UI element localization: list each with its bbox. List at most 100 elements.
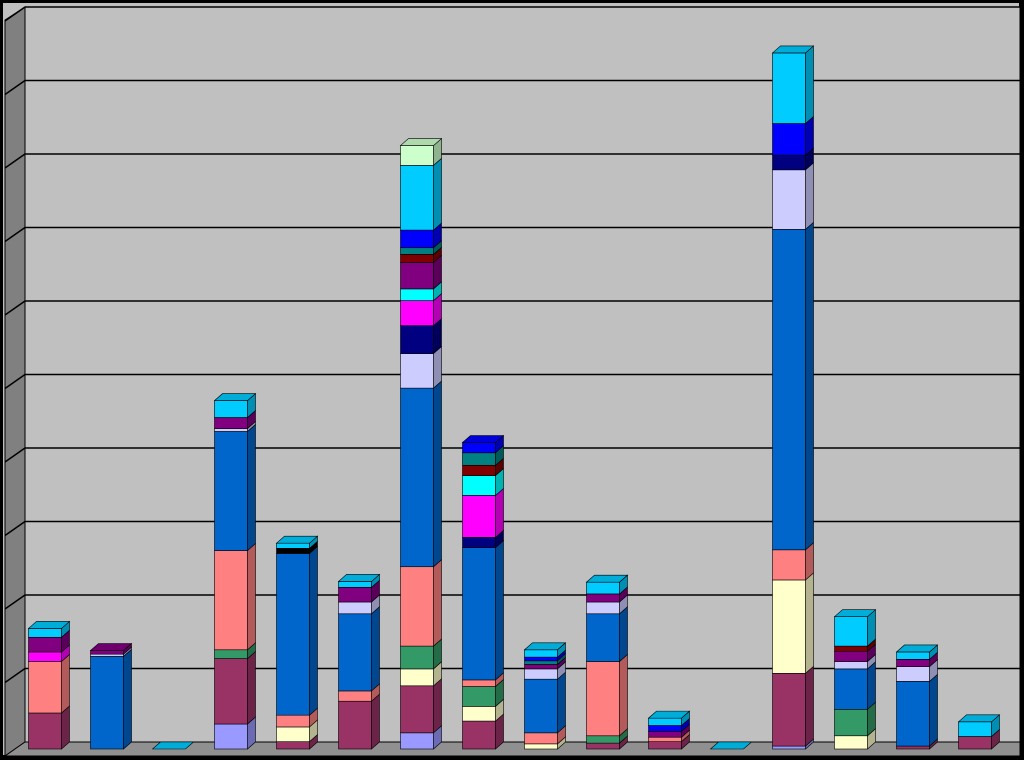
- wall-grid-line: [4, 594, 26, 610]
- bar-side: [247, 423, 256, 552]
- bar-top: [275, 535, 319, 544]
- wall-grid-line: [4, 300, 26, 316]
- bar-segment: [772, 123, 806, 156]
- bar-segment: [276, 714, 310, 728]
- bar-segment: [958, 721, 992, 737]
- bar-segment: [338, 586, 372, 603]
- wall-grid-line: [4, 667, 26, 684]
- bar-side: [619, 653, 628, 737]
- bar-segment: [400, 387, 434, 568]
- bar-segment: [462, 720, 496, 750]
- bar-side: [805, 665, 814, 747]
- wall-grid-line: [4, 520, 26, 537]
- bar-segment: [214, 417, 248, 429]
- bar-side: [433, 380, 442, 568]
- bar-segment: [896, 666, 930, 682]
- bar-segment: [524, 743, 558, 750]
- wall-grid-line: [4, 447, 26, 463]
- bar-segment: [524, 678, 558, 734]
- bar-side: [619, 606, 628, 663]
- bar-segment: [462, 442, 496, 454]
- bar-side: [123, 648, 132, 750]
- bar-segment: [586, 601, 620, 615]
- bar-top: [89, 643, 133, 651]
- bar-segment: [896, 681, 930, 747]
- bar-side: [247, 650, 256, 725]
- bar-segment: [772, 549, 806, 581]
- bar-segment: [400, 645, 434, 670]
- bar-segment: [400, 229, 434, 249]
- bar-top: [957, 714, 1001, 723]
- bar-side: [805, 45, 814, 125]
- bar-segment: [834, 661, 868, 670]
- bar-segment: [400, 145, 434, 166]
- bar-segment: [28, 661, 62, 714]
- bar-top: [585, 574, 629, 583]
- bar-side: [433, 157, 442, 231]
- bar-segment: [834, 709, 868, 737]
- bar-segment: [28, 651, 62, 662]
- bar-top: [461, 435, 505, 443]
- bar-segment: [462, 686, 496, 707]
- bar-segment: [524, 664, 558, 670]
- bar-segment: [524, 668, 558, 680]
- bar-segment: [462, 706, 496, 722]
- bar-segment: [400, 247, 434, 255]
- bar-segment: [400, 325, 434, 354]
- bar-top: [709, 741, 753, 750]
- bar-segment: [772, 672, 806, 747]
- bar-segment: [462, 547, 496, 681]
- bar-segment: [400, 254, 434, 263]
- bar-segment: [400, 353, 434, 389]
- bar-segment: [524, 656, 558, 662]
- bar-top: [771, 45, 815, 54]
- bar-segment: [338, 690, 372, 702]
- bar-segment: [462, 495, 496, 538]
- bar-top: [27, 621, 71, 629]
- bar-side: [433, 678, 442, 734]
- bar-segment: [214, 550, 248, 651]
- bar-segment: [834, 645, 868, 652]
- bar-segment: [276, 741, 310, 750]
- bar-top: [213, 393, 257, 401]
- bar-segment: [648, 736, 682, 742]
- bar-segment: [896, 659, 930, 667]
- bar-segment: [214, 400, 248, 418]
- bar-side: [433, 559, 442, 647]
- bar-segment: [28, 636, 62, 653]
- bar-segment: [586, 742, 620, 750]
- bar-top: [151, 741, 195, 750]
- bar-side: [495, 539, 504, 681]
- bar-segment: [772, 169, 806, 230]
- bar-segment: [524, 732, 558, 745]
- wall-grid-line: [4, 226, 26, 243]
- bar-side: [929, 673, 938, 747]
- bar-segment: [586, 613, 620, 662]
- bar-side: [371, 693, 380, 750]
- bar-segment: [896, 651, 930, 660]
- bar-segment: [28, 628, 62, 638]
- bar-top: [647, 710, 691, 719]
- bar-top: [399, 138, 443, 146]
- bar-side: [61, 653, 70, 714]
- bar-segment: [338, 601, 372, 615]
- bar-segment: [338, 613, 372, 692]
- bar-side: [61, 705, 70, 750]
- bar-segment: [276, 553, 310, 716]
- bar-side: [495, 487, 504, 538]
- bar-segment: [90, 650, 124, 655]
- bar-side: [247, 542, 256, 651]
- bar-segment: [90, 653, 124, 657]
- bar-segment: [648, 731, 682, 738]
- bar-segment: [400, 262, 434, 290]
- bar-segment: [834, 650, 868, 662]
- bar-segment: [90, 656, 124, 750]
- bar-segment: [524, 649, 558, 658]
- bar-segment: [276, 726, 310, 742]
- bar-segment: [214, 723, 248, 750]
- bar-segment: [648, 717, 682, 726]
- bar-segment: [648, 725, 682, 732]
- bar-side: [309, 545, 318, 716]
- bar-segment: [586, 581, 620, 595]
